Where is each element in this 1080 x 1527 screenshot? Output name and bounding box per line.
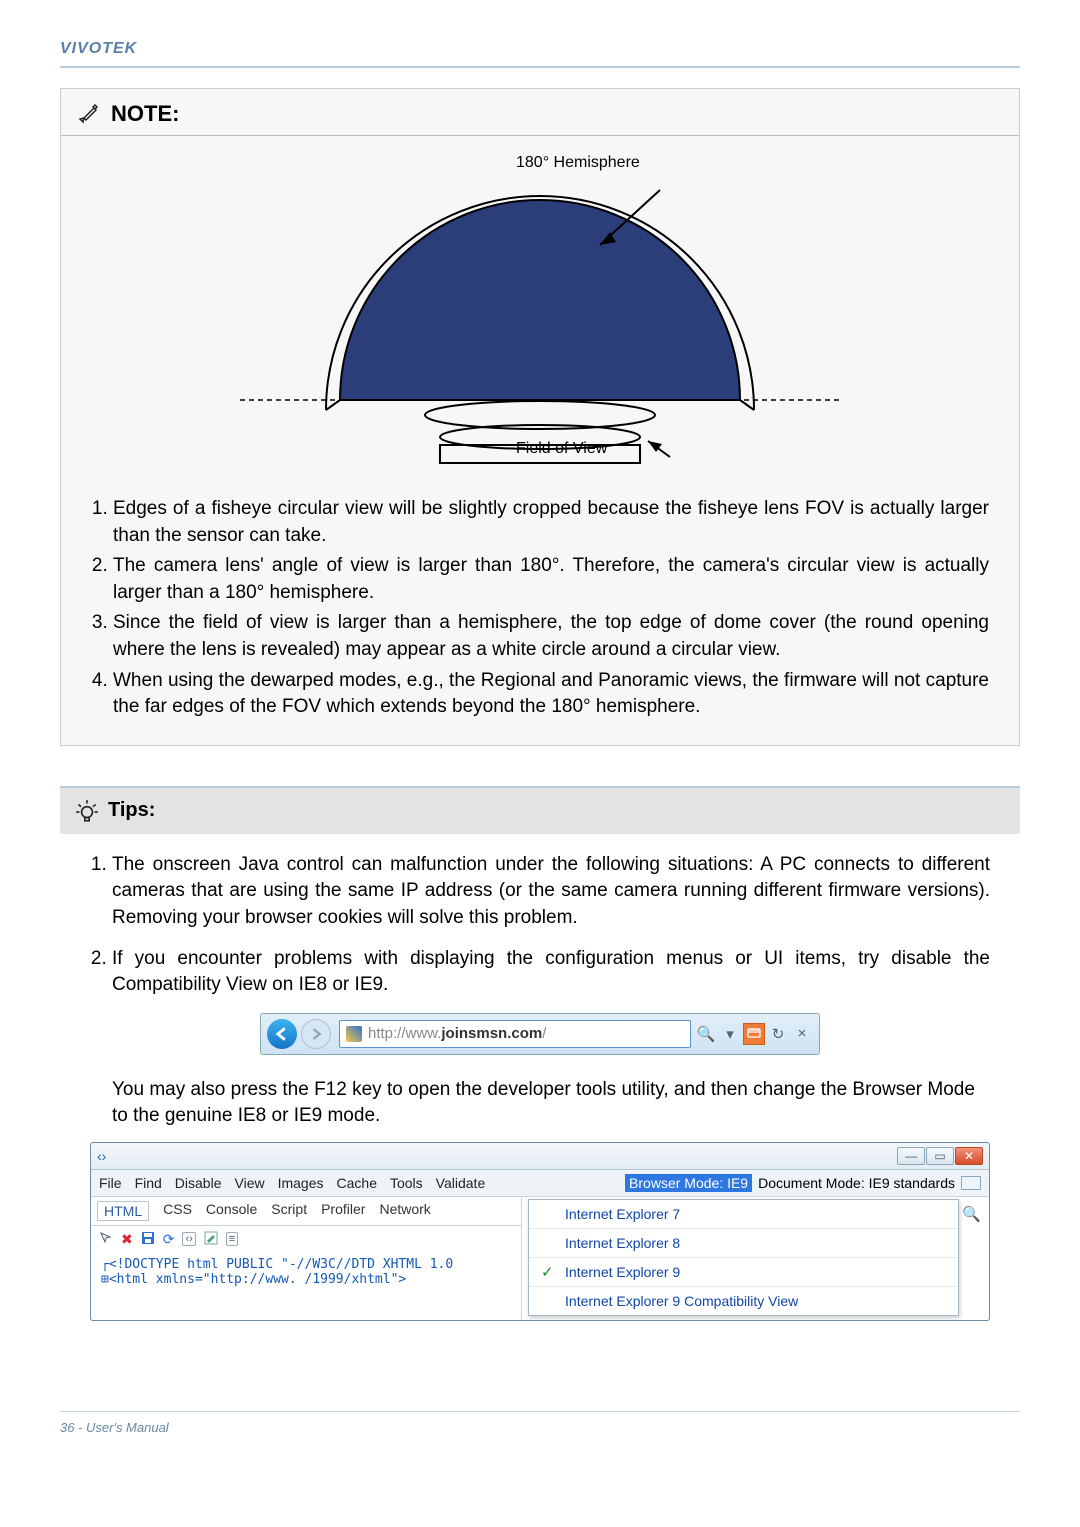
devtools-screenshot: ‹› — ▭ ✕ File Find Disable View Images C… [90, 1142, 990, 1321]
ie-back-button[interactable] [267, 1019, 297, 1049]
devtools-source-line: <!DOCTYPE html PUBLIC "-//W3C//DTD XHTML… [109, 1257, 453, 1272]
devtools-max-icon[interactable]: ▭ [926, 1147, 954, 1165]
hemisphere-diagram: 180° Hemisphere Field of View [61, 136, 1019, 488]
element-icon[interactable]: ‹› [182, 1232, 195, 1246]
tips-item: If you encounter problems with displayin… [112, 946, 990, 999]
ie-search-dropdown-icon[interactable]: ▾ [719, 1023, 741, 1045]
word-wrap-icon[interactable]: ≡ [226, 1232, 238, 1246]
note-item: Since the field of view is larger than a… [113, 610, 989, 663]
ie-stop-icon[interactable]: × [791, 1023, 813, 1045]
devtools-tab[interactable]: HTML [97, 1201, 149, 1221]
note-pencil-icon [77, 102, 101, 126]
devtools-menu-item[interactable]: Disable [175, 1175, 222, 1191]
ie-address-bar-screenshot: http://www.joinsmsn.com/ 🔍 ▾ ↻ × [260, 1013, 820, 1055]
tips-header: Tips: [60, 786, 1020, 834]
devtools-menu-item[interactable]: View [235, 1175, 265, 1191]
dropdown-item[interactable]: Internet Explorer 7 [529, 1200, 958, 1229]
ie-search-icon[interactable]: 🔍 [695, 1023, 717, 1045]
dropdown-item[interactable]: ✓Internet Explorer 9 [529, 1258, 958, 1287]
note-item: Edges of a fisheye circular view will be… [113, 496, 989, 549]
page-footer: 36 - User's Manual [60, 1411, 1020, 1435]
clear-icon[interactable]: ✖ [121, 1231, 133, 1248]
dropdown-item[interactable]: Internet Explorer 9 Compatibility View [529, 1287, 958, 1315]
tips-bulb-icon [74, 798, 100, 824]
devtools-menu-item[interactable]: Tools [390, 1175, 423, 1191]
devtools-unpin-icon[interactable] [961, 1176, 981, 1190]
hemisphere-label: 180° Hemisphere [516, 154, 640, 172]
devtools-menu-bar: File Find Disable View Images Cache Tool… [99, 1175, 485, 1191]
tips-title: Tips: [108, 799, 155, 822]
devtools-source-line: <html xmlns="http://www. /1999/xhtml"> [109, 1272, 406, 1287]
note-item: The camera lens' angle of view is larger… [113, 553, 989, 606]
refresh-tool-icon[interactable]: ⟳ [163, 1231, 175, 1248]
devtools-tab[interactable]: Console [206, 1201, 257, 1221]
tips-list: The onscreen Java control can malfunctio… [60, 844, 1020, 999]
ie-forward-button[interactable] [301, 1019, 331, 1049]
devtools-browser-mode[interactable]: Browser Mode: IE9 [625, 1174, 752, 1192]
devtools-title-icon: ‹› [97, 1148, 106, 1164]
browser-mode-dropdown: Internet Explorer 7 Internet Explorer 8 … [528, 1199, 959, 1316]
note-header: NOTE: [61, 89, 1019, 136]
pointer-icon[interactable] [99, 1231, 113, 1248]
devtools-menu-item[interactable]: Find [135, 1175, 162, 1191]
note-list: Edges of a fisheye circular view will be… [61, 488, 1019, 721]
edit-icon[interactable] [204, 1231, 218, 1248]
devtools-tab[interactable]: CSS [163, 1201, 192, 1221]
fov-label: Field of View [516, 440, 607, 458]
devtools-tab[interactable]: Network [379, 1201, 430, 1221]
devtools-tab[interactable]: Script [271, 1201, 307, 1221]
devtools-search-icon[interactable]: 🔍 [962, 1205, 981, 1223]
ie-url-bold: joinsmsn.com [441, 1025, 542, 1042]
tips-paragraph: You may also press the F12 key to open t… [60, 1077, 1020, 1142]
devtools-min-icon[interactable]: — [897, 1147, 925, 1165]
devtools-doc-mode[interactable]: Document Mode: IE9 standards [758, 1175, 955, 1191]
note-box: NOTE: [60, 88, 1020, 746]
check-icon: ✓ [541, 1263, 554, 1281]
save-icon[interactable] [141, 1231, 155, 1248]
ie-url-suffix: / [542, 1025, 546, 1042]
note-item: When using the dewarped modes, e.g., the… [113, 668, 989, 721]
devtools-menu-item[interactable]: Images [278, 1175, 324, 1191]
dropdown-item[interactable]: Internet Explorer 8 [529, 1229, 958, 1258]
tips-section: Tips: The onscreen Java control can malf… [60, 786, 1020, 1321]
devtools-menu-item[interactable]: File [99, 1175, 122, 1191]
ie-url-field[interactable]: http://www.joinsmsn.com/ [339, 1020, 691, 1048]
devtools-toolbar-icons: ✖ ⟳ ‹› ≡ [91, 1226, 521, 1253]
devtools-close-icon[interactable]: ✕ [955, 1147, 983, 1165]
header-rule: VIVOTEK [60, 40, 1020, 68]
ie-refresh-icon[interactable]: ↻ [767, 1023, 789, 1045]
note-title: NOTE: [111, 101, 179, 127]
devtools-tabs: HTML CSS Console Script Profiler Network [91, 1197, 521, 1226]
devtools-menu-item[interactable]: Validate [436, 1175, 486, 1191]
ie-url-prefix: http://www. [368, 1025, 441, 1042]
devtools-menu-item[interactable]: Cache [337, 1175, 377, 1191]
ie-compat-view-icon[interactable] [743, 1023, 765, 1045]
devtools-source-panel: ┌<!DOCTYPE html PUBLIC "-//W3C//DTD XHTM… [91, 1253, 521, 1291]
devtools-tab[interactable]: Profiler [321, 1201, 365, 1221]
brand-text: VIVOTEK [60, 40, 137, 57]
tips-item: The onscreen Java control can malfunctio… [112, 852, 990, 932]
ie-site-favicon-icon [346, 1026, 362, 1042]
